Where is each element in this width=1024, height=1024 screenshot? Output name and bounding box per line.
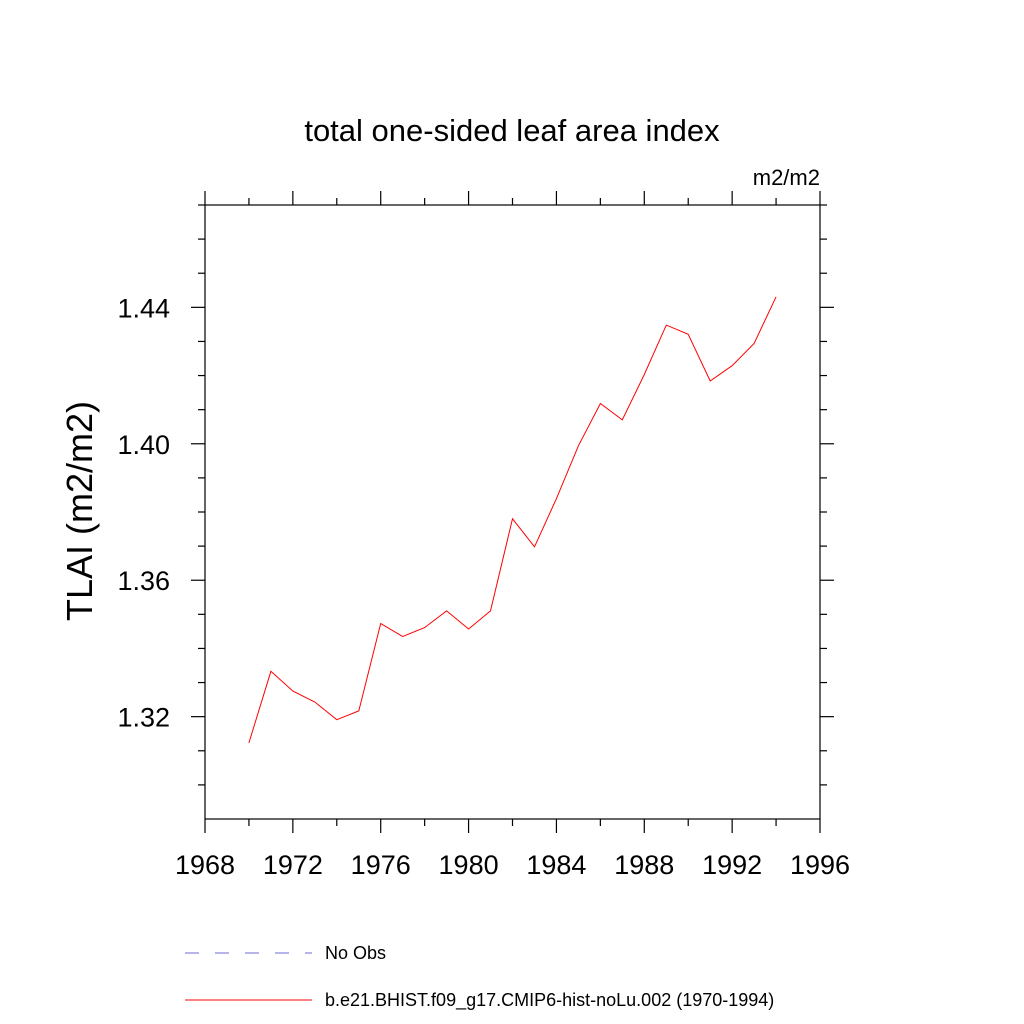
x-tick-label: 1988	[614, 850, 674, 880]
series-line-0	[248, 296, 777, 744]
x-tick-label: 1972	[263, 850, 323, 880]
y-tick-label: 1.32	[117, 703, 170, 733]
x-tick-label: 1984	[526, 850, 586, 880]
plot-frame	[204, 204, 821, 820]
axis-ticks	[191, 191, 834, 833]
y-tick-labels: 1.32 1.36 1.40 1.44	[117, 293, 170, 732]
legend: No Obs b.e21.BHIST.f09_g17.CMIP6-hist-no…	[185, 943, 774, 1011]
x-tick-label: 1976	[351, 850, 411, 880]
legend-label-series: b.e21.BHIST.f09_g17.CMIP6-hist-noLu.002 …	[325, 990, 774, 1011]
y-tick-label: 1.44	[117, 293, 170, 323]
x-tick-label: 1968	[175, 850, 235, 880]
units-label: m2/m2	[753, 165, 820, 190]
y-tick-label: 1.36	[117, 566, 170, 596]
legend-label-no-obs: No Obs	[325, 943, 386, 963]
x-tick-label: 1996	[790, 850, 850, 880]
x-tick-label: 1980	[439, 850, 499, 880]
chart-title: total one-sided leaf area index	[304, 113, 720, 148]
x-tick-label: 1992	[702, 850, 762, 880]
y-axis-label: TLAI (m2/m2)	[59, 401, 100, 621]
y-tick-label: 1.40	[117, 430, 170, 460]
x-tick-labels: 1968 1972 1976 1980 1984 1988 1992 1996	[175, 850, 850, 880]
series-lines	[248, 296, 777, 744]
